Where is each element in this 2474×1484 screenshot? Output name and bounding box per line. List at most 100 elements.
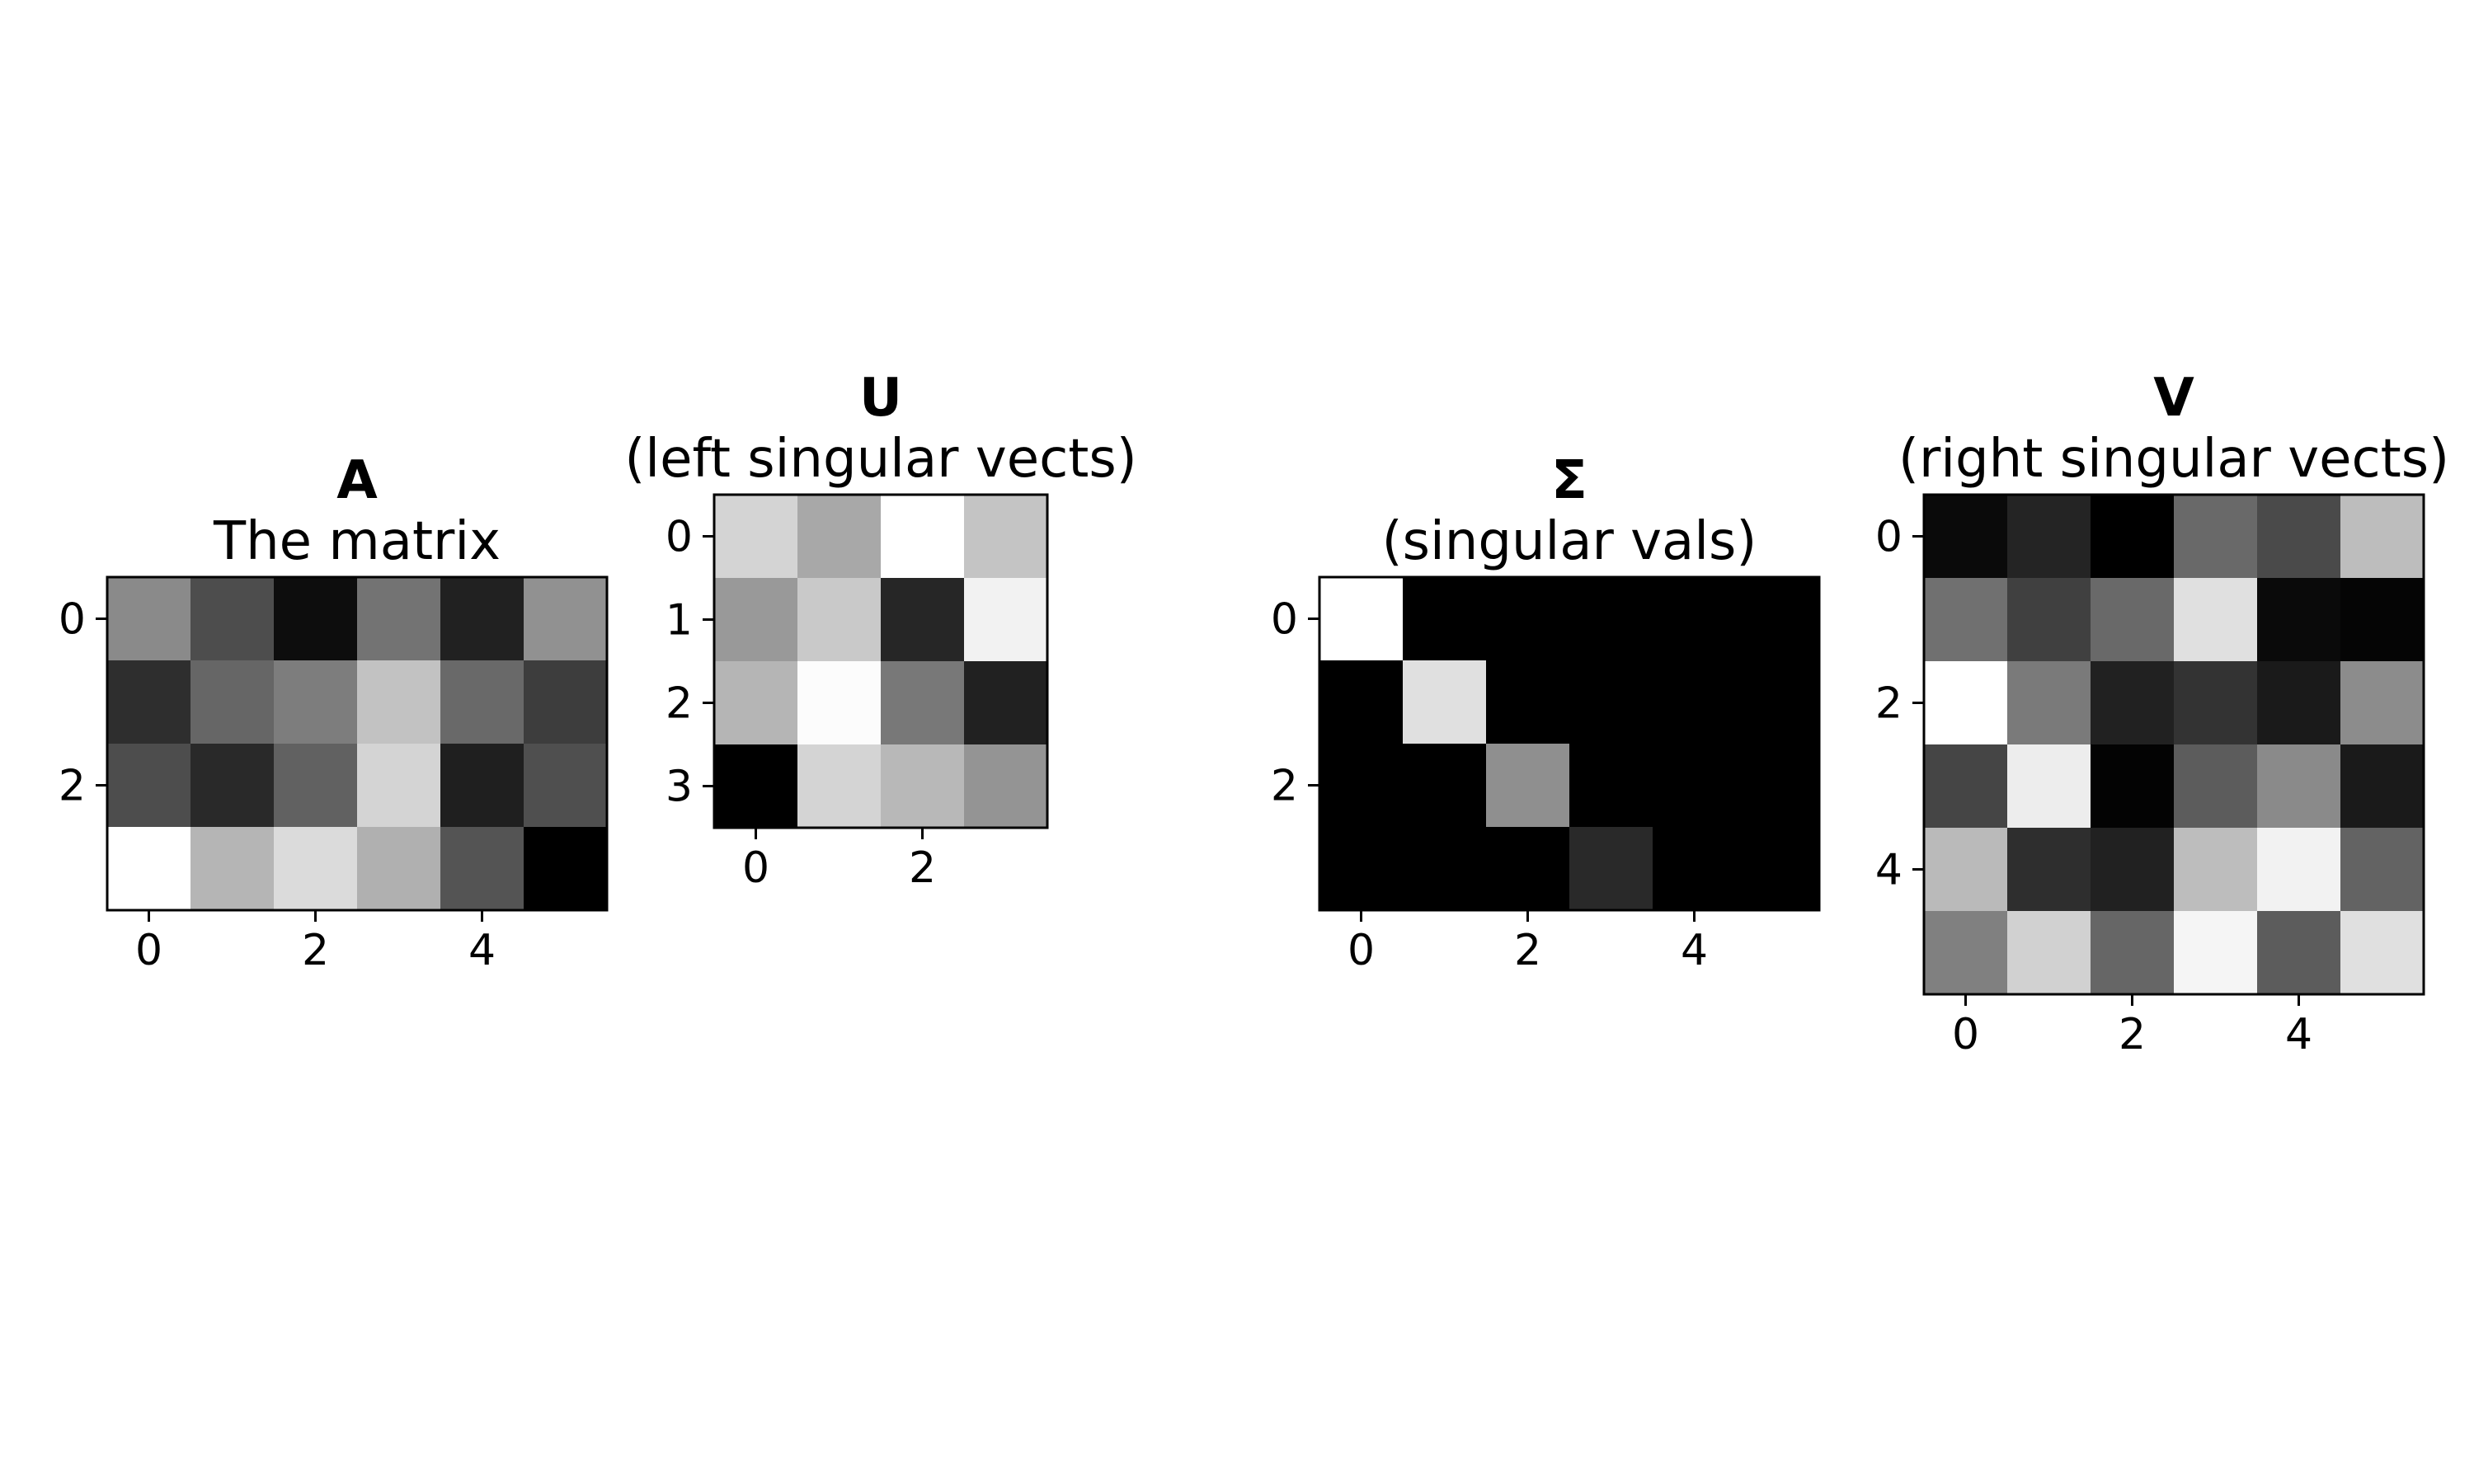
panel-sigma-cell-0-5: [1736, 577, 1820, 661]
panel-sigma-frame: [1318, 575, 1821, 912]
panel-v-cell-3-2: [2091, 744, 2175, 829]
panel-v-ytick-label-0: 0: [1875, 513, 1903, 562]
panel-a-cell-2-1: [190, 744, 275, 828]
panel-v-cell-5-2: [2091, 911, 2175, 995]
panel-sigma-cell-1-1: [1403, 660, 1487, 744]
panel-v-cell-2-2: [2091, 661, 2175, 745]
panel-v-ytick-label-2: 2: [1875, 679, 1903, 729]
panel-u-cell-3-3: [964, 744, 1048, 829]
panel-a-cell-1-4: [440, 660, 524, 744]
panel-u-frame: [713, 493, 1049, 829]
panel-a-cell-0-5: [524, 577, 608, 661]
panel-sigma-cell-3-1: [1403, 827, 1487, 911]
panel-sigma-cell-3-0: [1319, 827, 1404, 911]
panel-sigma-cell-0-4: [1653, 577, 1737, 661]
panel-sigma-cell-2-0: [1319, 744, 1404, 828]
panel-v-title: V: [2153, 368, 2194, 429]
panel-u-cell-3-2: [881, 744, 965, 829]
panel-a-cell-3-3: [357, 827, 441, 911]
panel-v-subtitle: (right singular vects): [1898, 429, 2449, 490]
panel-sigma-cells: [1319, 577, 1820, 911]
panel-u-cells: [714, 495, 1048, 829]
panel-a-frame: [106, 575, 609, 912]
panel-u-ytick-label-3: 3: [666, 763, 693, 812]
panel-a-ytick-label-0: 0: [59, 595, 86, 645]
panel-a-xtick-label-0: 0: [135, 926, 162, 975]
panel-v-frame: [1922, 493, 2425, 996]
panel-u-ytick-label-2: 2: [666, 679, 693, 729]
panel-u-subtitle: (left singular vects): [624, 429, 1136, 490]
panel-sigma-matrix: Σ (singular vals) 0 2 4 0 2: [1271, 450, 1821, 975]
panel-a-ticks: 0 2 4 0 2: [59, 595, 496, 976]
panel-sigma-cell-1-0: [1319, 660, 1404, 744]
panel-sigma-cell-3-3: [1569, 827, 1653, 911]
panel-v-ticks: 0 2 4 0 2 4: [1875, 513, 2312, 1060]
panel-v-cell-2-3: [2174, 661, 2258, 745]
panel-sigma-cell-2-4: [1653, 744, 1737, 828]
panel-u-ytick-label-1: 1: [666, 596, 693, 646]
panel-a-cell-3-4: [440, 827, 524, 911]
panel-sigma-cell-0-3: [1569, 577, 1653, 661]
panel-sigma-xtick-label-0: 0: [1348, 926, 1375, 975]
panel-u-cell-2-1: [797, 661, 882, 745]
panel-u-cell-1-0: [714, 578, 798, 662]
panel-a-subtitle: The matrix: [213, 511, 501, 572]
panel-sigma-cell-1-4: [1653, 660, 1737, 744]
panel-a-cell-3-0: [107, 827, 191, 911]
panel-v-cell-0-3: [2174, 495, 2258, 579]
panel-v-cell-4-1: [2007, 828, 2091, 912]
panel-u-cell-1-3: [964, 578, 1048, 662]
panel-a-xtick-label-2: 2: [302, 926, 329, 975]
panel-v-cell-0-5: [2340, 495, 2425, 579]
panel-sigma-cell-2-5: [1736, 744, 1820, 828]
panel-sigma-cell-1-3: [1569, 660, 1653, 744]
panel-v-cell-4-0: [1924, 828, 2008, 912]
panel-sigma-cell-2-2: [1486, 744, 1570, 828]
panel-sigma-title: Σ: [1551, 450, 1587, 511]
panel-u-matrix: U (left singular vects) 0 2 0 1 2 3: [624, 368, 1136, 893]
panel-sigma-cell-0-1: [1403, 577, 1487, 661]
panel-v-cell-1-1: [2007, 578, 2091, 662]
panel-sigma-xtick-label-2: 2: [1514, 926, 1541, 975]
panel-v-cell-5-1: [2007, 911, 2091, 995]
panel-v-ytick-label-4: 4: [1875, 846, 1903, 895]
panel-v-cell-1-0: [1924, 578, 2008, 662]
panel-v-cell-4-4: [2257, 828, 2341, 912]
panel-sigma-ytick-label-2: 2: [1271, 762, 1298, 811]
panel-v-cell-3-5: [2340, 744, 2425, 829]
panel-sigma-ytick-label-0: 0: [1271, 595, 1298, 645]
panel-sigma-cell-3-2: [1486, 827, 1570, 911]
panel-sigma-cell-3-4: [1653, 827, 1737, 911]
panel-v-xtick-label-4: 4: [2285, 1010, 2312, 1059]
panel-sigma-cell-0-2: [1486, 577, 1570, 661]
panel-u-cell-0-1: [797, 495, 882, 579]
panel-a-cell-2-4: [440, 744, 524, 828]
panel-v-cell-1-2: [2091, 578, 2175, 662]
panel-a-xtick-label-4: 4: [468, 926, 496, 975]
panel-a-cell-3-1: [190, 827, 275, 911]
panel-v-cell-2-0: [1924, 661, 2008, 745]
panel-sigma-cell-2-3: [1569, 744, 1653, 828]
panel-a-cell-0-2: [274, 577, 358, 661]
panel-u-ytick-label-0: 0: [666, 513, 693, 562]
panel-v-xtick-label-2: 2: [2119, 1010, 2146, 1059]
panel-sigma-cell-2-1: [1403, 744, 1487, 828]
panel-v-matrix: V (right singular vects) 0 2 4 0 2 4: [1875, 368, 2449, 1059]
panel-sigma-cell-1-5: [1736, 660, 1820, 744]
panel-v-cell-2-1: [2007, 661, 2091, 745]
panel-a-cell-1-2: [274, 660, 358, 744]
panel-a-cell-1-3: [357, 660, 441, 744]
panel-a-cell-2-2: [274, 744, 358, 828]
panel-u-cell-0-3: [964, 495, 1048, 579]
panel-a-cell-0-1: [190, 577, 275, 661]
panel-a-title: A: [336, 450, 378, 511]
panel-sigma-cell-1-2: [1486, 660, 1570, 744]
panel-u-cell-3-0: [714, 744, 798, 829]
panel-v-cell-3-3: [2174, 744, 2258, 829]
panel-v-cell-0-4: [2257, 495, 2341, 579]
panel-v-cells: [1924, 495, 2425, 995]
panel-u-cell-0-0: [714, 495, 798, 579]
panel-v-cell-3-0: [1924, 744, 2008, 829]
panel-v-cell-1-5: [2340, 578, 2425, 662]
